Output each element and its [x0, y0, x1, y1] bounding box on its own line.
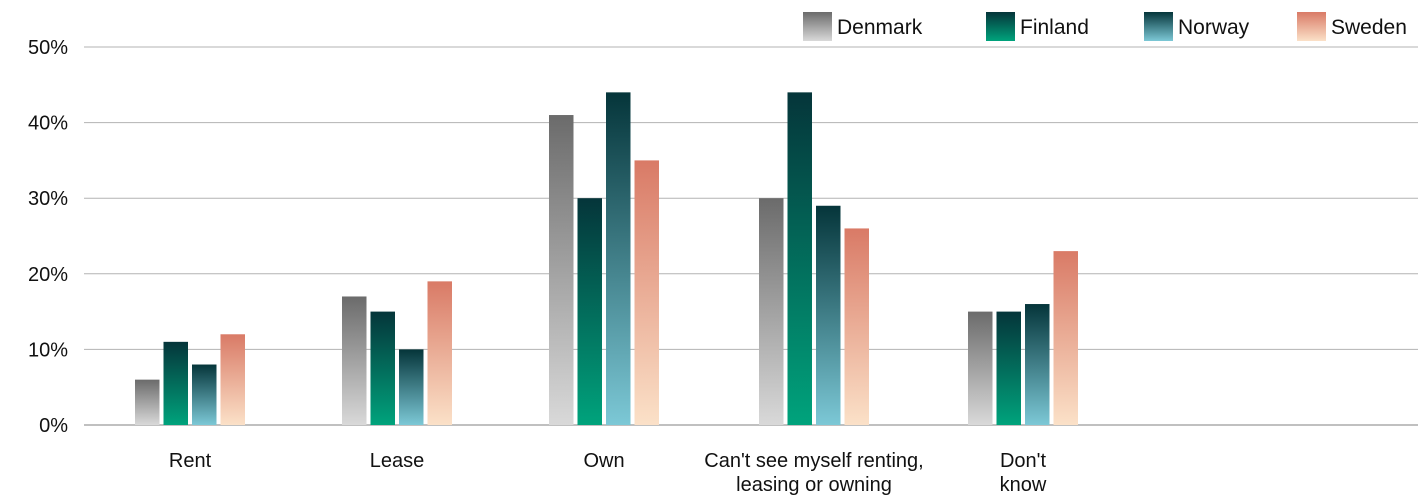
- legend-item-sweden: Sweden: [1297, 12, 1407, 41]
- bar-denmark-rent: [135, 379, 160, 425]
- bar-sweden-rent: [220, 334, 245, 425]
- y-tick-label: 10%: [28, 339, 68, 361]
- y-tick-label: 40%: [28, 113, 68, 135]
- bar-norway-don-t-know: [1025, 304, 1050, 425]
- bar-norway-own: [606, 92, 631, 426]
- x-axis-labels: Rent Lease Own Can't see myself renting, lea…: [169, 450, 1047, 496]
- legend-item-norway: Norway: [1144, 12, 1250, 41]
- y-axis-ticks: 0% 10% 20% 30% 40% 50%: [28, 37, 68, 437]
- bar-norway-rent: [192, 364, 217, 425]
- legend-label-norway: Norway: [1178, 16, 1250, 39]
- category-label-own: Own: [583, 450, 624, 472]
- bar-denmark-lease: [342, 296, 367, 425]
- category-label-rent: Rent: [169, 450, 212, 472]
- bar-denmark-don-t-know: [968, 311, 993, 425]
- legend-swatch-sweden: [1297, 12, 1326, 41]
- legend-item-finland: Finland: [986, 12, 1089, 41]
- bar-denmark-own: [549, 115, 574, 425]
- bar-sweden-own: [634, 160, 659, 425]
- legend-label-finland: Finland: [1020, 16, 1089, 39]
- category-label-lease: Lease: [370, 450, 425, 472]
- bar-finland-own: [577, 198, 602, 425]
- legend: Denmark Finland Norway Sweden: [803, 12, 1407, 41]
- bar-sweden-lease: [427, 281, 452, 425]
- gridlines: [84, 46, 1418, 426]
- category-label-can-t-see-myself-renting-leasing-or-owning: Can't see myself renting, leasing or owni…: [704, 450, 923, 496]
- bar-sweden-can-t-see-myself-renting-leasing-or-owning: [844, 228, 869, 425]
- y-tick-label: 0%: [39, 415, 68, 437]
- bars: [135, 92, 1078, 426]
- bar-finland-lease: [370, 311, 395, 425]
- bar-finland-rent: [163, 341, 188, 425]
- legend-label-sweden: Sweden: [1331, 16, 1407, 39]
- bar-norway-can-t-see-myself-renting-leasing-or-owning: [816, 205, 841, 425]
- bar-denmark-can-t-see-myself-renting-leasing-or-owning: [759, 198, 784, 425]
- bar-norway-lease: [399, 349, 424, 425]
- y-tick-label: 50%: [28, 37, 68, 59]
- bar-finland-don-t-know: [996, 311, 1021, 425]
- legend-swatch-denmark: [803, 12, 832, 41]
- bar-finland-can-t-see-myself-renting-leasing-or-owning: [787, 92, 812, 426]
- y-tick-label: 30%: [28, 188, 68, 210]
- legend-swatch-norway: [1144, 12, 1173, 41]
- legend-item-denmark: Denmark: [803, 12, 923, 41]
- bar-sweden-don-t-know: [1053, 251, 1078, 425]
- category-label-don-t-know: Don't know: [1000, 450, 1047, 496]
- y-tick-label: 20%: [28, 264, 68, 286]
- legend-swatch-finland: [986, 12, 1015, 41]
- legend-label-denmark: Denmark: [837, 16, 923, 39]
